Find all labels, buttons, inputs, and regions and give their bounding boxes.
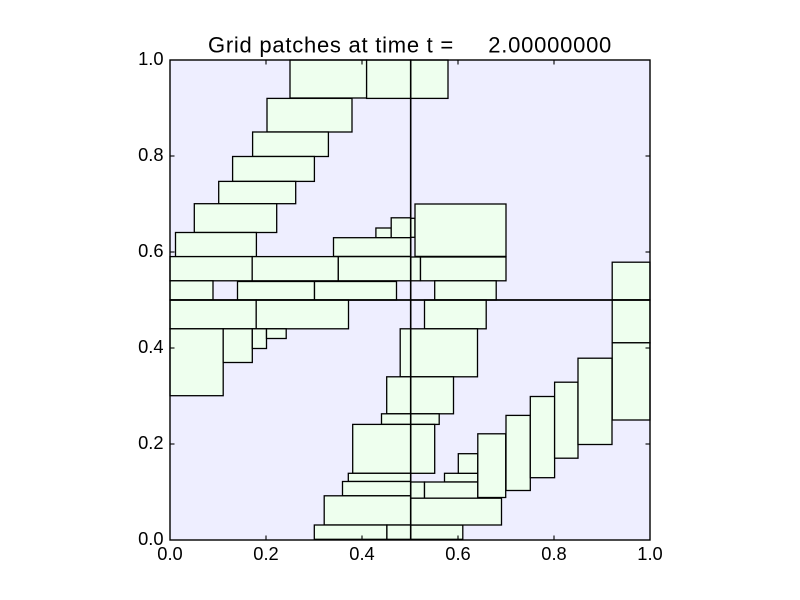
svg-text:0.8: 0.8 — [541, 543, 566, 564]
svg-text:1.0: 1.0 — [637, 543, 662, 564]
svg-text:0.2: 0.2 — [253, 543, 278, 564]
svg-text:0.6: 0.6 — [138, 240, 163, 261]
svg-text:Grid patches at time t = 2: Grid patches at time t = 2.00000000 — [208, 33, 612, 58]
svg-text:0.4: 0.4 — [349, 543, 374, 564]
svg-text:0.0: 0.0 — [157, 543, 182, 564]
svg-text:0.2: 0.2 — [138, 432, 163, 453]
svg-text:0.0: 0.0 — [138, 528, 163, 549]
svg-text:0.6: 0.6 — [445, 543, 470, 564]
svg-text:0.4: 0.4 — [138, 336, 163, 357]
svg-text:1.0: 1.0 — [138, 48, 163, 69]
svg-text:0.8: 0.8 — [138, 144, 163, 165]
